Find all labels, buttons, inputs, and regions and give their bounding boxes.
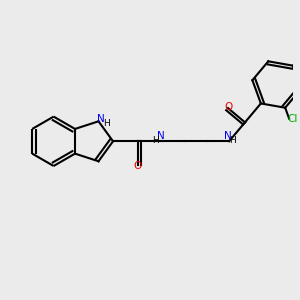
Text: N: N bbox=[224, 131, 232, 141]
Text: Cl: Cl bbox=[287, 114, 298, 124]
Text: N: N bbox=[97, 114, 105, 124]
Text: O: O bbox=[224, 102, 233, 112]
Text: H: H bbox=[229, 136, 236, 145]
Text: H: H bbox=[103, 119, 110, 128]
Text: N: N bbox=[157, 131, 165, 141]
Text: O: O bbox=[134, 161, 142, 171]
Text: H: H bbox=[152, 136, 158, 145]
